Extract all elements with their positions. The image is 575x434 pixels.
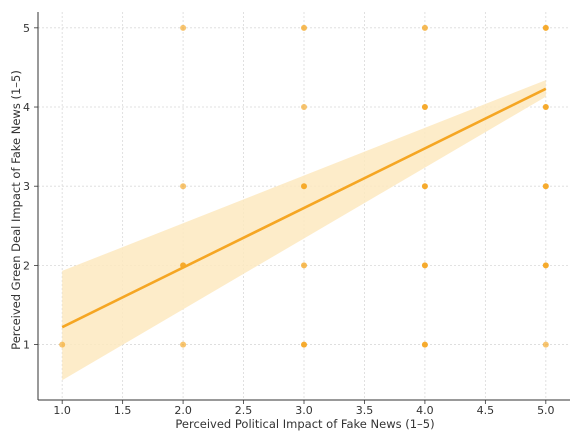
- y-axis-ticks: 1 2 3 4 5: [23, 22, 38, 352]
- y-axis-label: Perceived Green Deal Impact of Fake News…: [9, 70, 23, 350]
- data-points: [59, 24, 549, 348]
- x-tick-label: 4.5: [477, 404, 495, 417]
- y-tick-label: 1: [23, 339, 30, 352]
- data-point: [59, 341, 66, 348]
- x-axis-ticks: 1.0 1.5 2.0 2.5 3.0 3.5 4.0 4.5 5.0: [53, 400, 555, 417]
- x-tick-label: 1.5: [114, 404, 132, 417]
- data-point: [542, 262, 549, 269]
- data-point: [542, 104, 549, 111]
- x-tick-label: 3.5: [356, 404, 374, 417]
- data-point: [542, 341, 549, 348]
- x-tick-label: 3.0: [295, 404, 313, 417]
- data-point: [421, 104, 428, 111]
- data-point: [421, 24, 428, 31]
- x-tick-label: 1.0: [53, 404, 71, 417]
- x-tick-label: 2.0: [174, 404, 192, 417]
- data-point: [180, 341, 187, 348]
- data-point: [301, 262, 307, 269]
- y-tick-label: 5: [23, 22, 30, 35]
- x-tick-label: 2.5: [235, 404, 253, 417]
- confidence-band: [62, 80, 546, 381]
- data-point: [301, 104, 307, 111]
- data-point: [421, 262, 428, 269]
- x-tick-label: 5.0: [537, 404, 555, 417]
- x-tick-label: 4.0: [416, 404, 434, 417]
- x-axis-label: Perceived Political Impact of Fake News …: [175, 417, 434, 431]
- data-point: [301, 341, 307, 348]
- data-point: [542, 183, 549, 190]
- data-point: [180, 183, 187, 190]
- y-tick-label: 4: [23, 101, 30, 114]
- y-tick-label: 3: [23, 180, 30, 193]
- data-point: [301, 183, 307, 190]
- data-point: [421, 183, 428, 190]
- data-point: [180, 24, 187, 31]
- data-point: [301, 24, 307, 31]
- data-point: [542, 24, 549, 31]
- regression-line: [61, 87, 547, 329]
- data-point: [180, 262, 187, 269]
- data-point: [421, 341, 428, 348]
- y-tick-label: 2: [23, 259, 30, 272]
